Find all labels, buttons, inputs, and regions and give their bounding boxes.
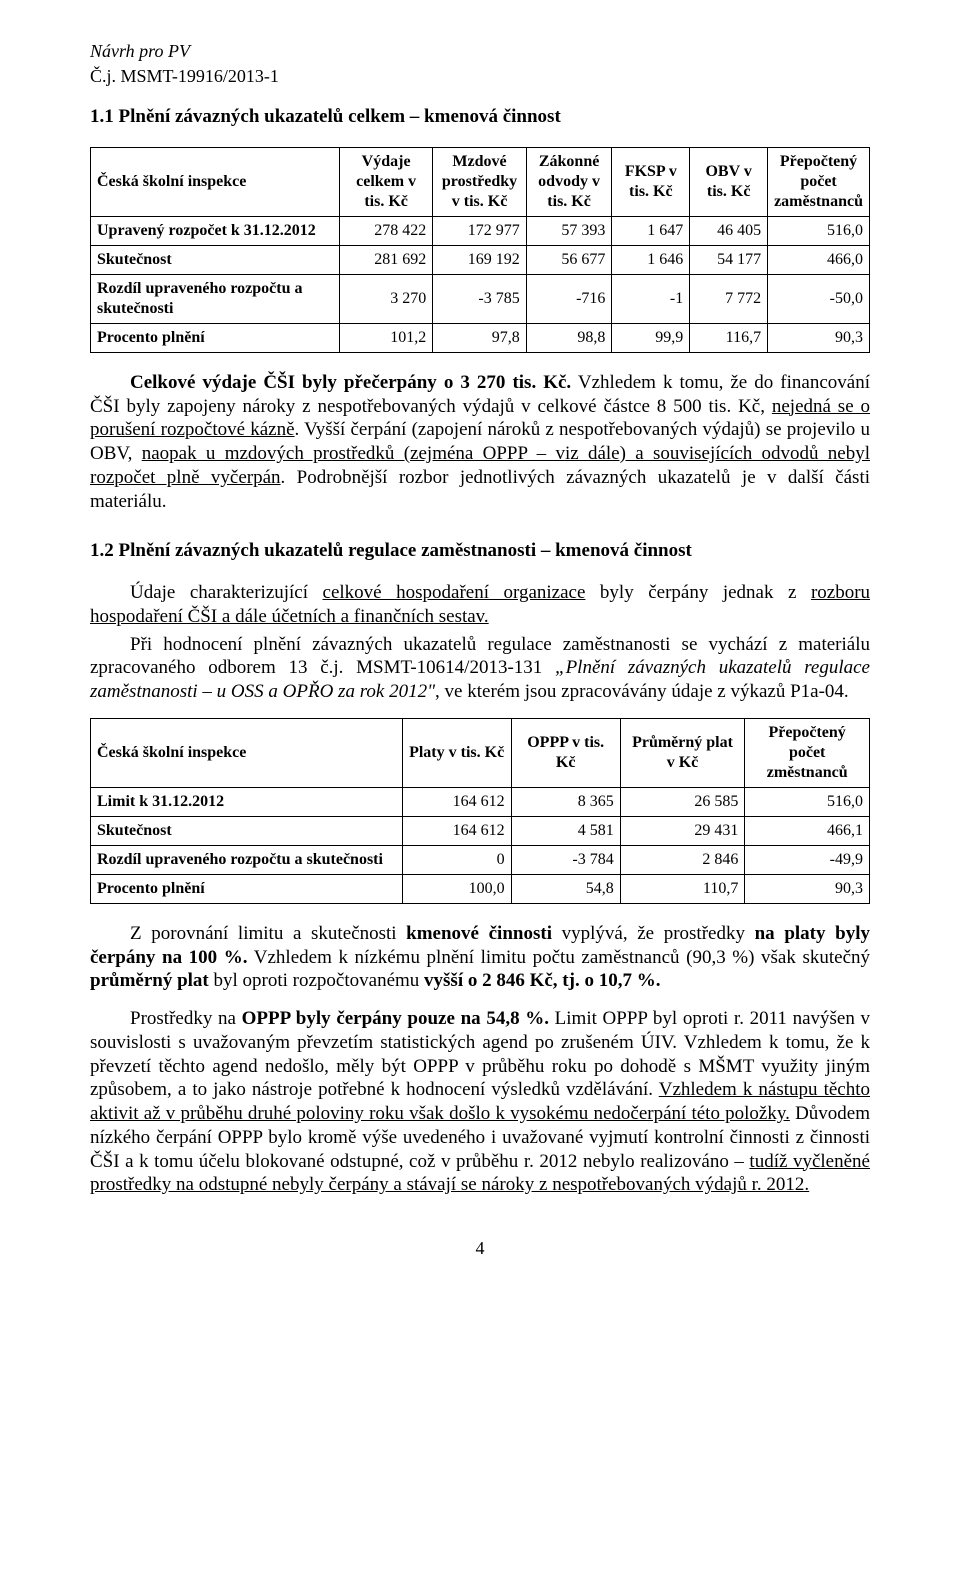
table-row: Rozdíl upraveného rozpočtu a skutečnosti… [91, 845, 870, 874]
table-header-cell: Přepočtený počet změstnanců [745, 718, 870, 787]
table-1: Česká školní inspekceVýdaje celkem v tis… [90, 147, 870, 353]
cell-value: 4 581 [511, 816, 620, 845]
table-header-cell: OPPP v tis. Kč [511, 718, 620, 787]
row-label: Skutečnost [91, 245, 340, 274]
table-header-cell: Mzdové prostředky v tis. Kč [433, 147, 526, 216]
para-c-2: vyplývá, že prostředky [552, 923, 755, 944]
row-label: Rozdíl upraveného rozpočtu a skutečnosti [91, 845, 403, 874]
cell-value: 54,8 [511, 874, 620, 903]
cell-value: 7 772 [690, 274, 768, 323]
table-header-cell: OBV v tis. Kč [690, 147, 768, 216]
cell-value: 90,3 [768, 323, 870, 352]
cell-value: 466,0 [768, 245, 870, 274]
section-2-para-a: Údaje charakterizující celkové hospodaře… [90, 581, 870, 629]
cell-value: 169 192 [433, 245, 526, 274]
para-a-1: Údaje charakterizující [130, 582, 323, 603]
table-header-cell: FKSP v tis. Kč [612, 147, 690, 216]
cell-value: 54 177 [690, 245, 768, 274]
table-row: Upravený rozpočet k 31.12.2012278 422172… [91, 216, 870, 245]
cell-value: 26 585 [620, 787, 745, 816]
cell-value: 516,0 [745, 787, 870, 816]
row-label: Skutečnost [91, 816, 403, 845]
cell-value: 3 270 [339, 274, 432, 323]
cell-value: 164 612 [402, 816, 511, 845]
table-header-cell: Výdaje celkem v tis. Kč [339, 147, 432, 216]
cell-value: 110,7 [620, 874, 745, 903]
cell-value: -3 785 [433, 274, 526, 323]
para-c-3: Vzhledem k nízkému plnění limitu počtu z… [248, 947, 870, 968]
cell-value: -716 [526, 274, 612, 323]
section-2-para-b: Při hodnocení plnění závazných ukazatelů… [90, 633, 870, 704]
table-row: Limit k 31.12.2012164 6128 36526 585516,… [91, 787, 870, 816]
para-c-b3: průměrný plat [90, 970, 209, 991]
table-row: Procento plnění101,297,898,899,9116,790,… [91, 323, 870, 352]
cell-value: 466,1 [745, 816, 870, 845]
cell-value: 172 977 [433, 216, 526, 245]
cell-value: 97,8 [433, 323, 526, 352]
row-label: Limit k 31.12.2012 [91, 787, 403, 816]
cell-value: 164 612 [402, 787, 511, 816]
row-label: Upravený rozpočet k 31.12.2012 [91, 216, 340, 245]
section-1-paragraph: Celkové výdaje ČŠI byly přečerpány o 3 2… [90, 371, 870, 514]
row-label: Rozdíl upraveného rozpočtu a skutečnosti [91, 274, 340, 323]
table-row: Skutečnost281 692169 19256 6771 64654 17… [91, 245, 870, 274]
cell-value: 56 677 [526, 245, 612, 274]
cell-value: 2 846 [620, 845, 745, 874]
table-row: Skutečnost164 6124 58129 431466,1 [91, 816, 870, 845]
section-1-title: 1.1 Plnění závazných ukazatelů celkem – … [90, 105, 870, 129]
table-header-cell: Platy v tis. Kč [402, 718, 511, 787]
cell-value: 99,9 [612, 323, 690, 352]
cell-value: 46 405 [690, 216, 768, 245]
para-a-u: celkové hospodaření organizace [323, 582, 586, 603]
cell-value: -3 784 [511, 845, 620, 874]
para-a-2: byly čerpány jednak z [585, 582, 811, 603]
table-header-cell: Průměrný plat v Kč [620, 718, 745, 787]
para-d-b1: OPPP byly čerpány pouze na 54,8 %. [242, 1008, 549, 1029]
cell-value: 1 646 [612, 245, 690, 274]
page-number: 4 [90, 1237, 870, 1260]
row-label: Procento plnění [91, 323, 340, 352]
cell-value: -1 [612, 274, 690, 323]
cell-value: -50,0 [768, 274, 870, 323]
para-c-4: byl oproti rozpočtovanému [209, 970, 424, 991]
cell-value: 116,7 [690, 323, 768, 352]
cell-value: 8 365 [511, 787, 620, 816]
para-c-b1: kmenové činnosti [406, 923, 552, 944]
cell-value: 516,0 [768, 216, 870, 245]
para-d-1: Prostředky na [130, 1008, 242, 1029]
cell-value: 278 422 [339, 216, 432, 245]
cell-value: 29 431 [620, 816, 745, 845]
header-line-1: Návrh pro PV [90, 40, 870, 63]
cell-value: -49,9 [745, 845, 870, 874]
section-2-para-c: Z porovnání limitu a skutečnosti kmenové… [90, 922, 870, 993]
header-line-2: Č.j. MSMT-19916/2013-1 [90, 65, 870, 88]
cell-value: 90,3 [745, 874, 870, 903]
cell-value: 98,8 [526, 323, 612, 352]
cell-value: 57 393 [526, 216, 612, 245]
para1-lead: Celkové výdaje ČŠI byly přečerpány o 3 2… [130, 372, 571, 393]
para-c-1: Z porovnání limitu a skutečnosti [130, 923, 406, 944]
cell-value: 0 [402, 845, 511, 874]
table-header-cell: Zákonné odvody v tis. Kč [526, 147, 612, 216]
section-2-title: 1.2 Plnění závazných ukazatelů regulace … [90, 539, 870, 563]
table-row: Procento plnění100,054,8110,790,3 [91, 874, 870, 903]
cell-value: 1 647 [612, 216, 690, 245]
table-row: Rozdíl upraveného rozpočtu a skutečnosti… [91, 274, 870, 323]
cell-value: 101,2 [339, 323, 432, 352]
cell-value: 100,0 [402, 874, 511, 903]
section-2-para-d: Prostředky na OPPP byly čerpány pouze na… [90, 1007, 870, 1197]
table-header-cell: Česká školní inspekce [91, 147, 340, 216]
para-b-2: , ve kterém jsou zpracovávány údaje z vý… [435, 681, 849, 702]
table-header-cell: Česká školní inspekce [91, 718, 403, 787]
table-2: Česká školní inspekcePlaty v tis. KčOPPP… [90, 718, 870, 904]
para-c-b4: vyšší o 2 846 Kč, tj. o 10,7 %. [424, 970, 660, 991]
table-header-cell: Přepočtený počet zaměstnanců [768, 147, 870, 216]
row-label: Procento plnění [91, 874, 403, 903]
cell-value: 281 692 [339, 245, 432, 274]
document-page: Návrh pro PV Č.j. MSMT-19916/2013-1 1.1 … [0, 0, 960, 1320]
